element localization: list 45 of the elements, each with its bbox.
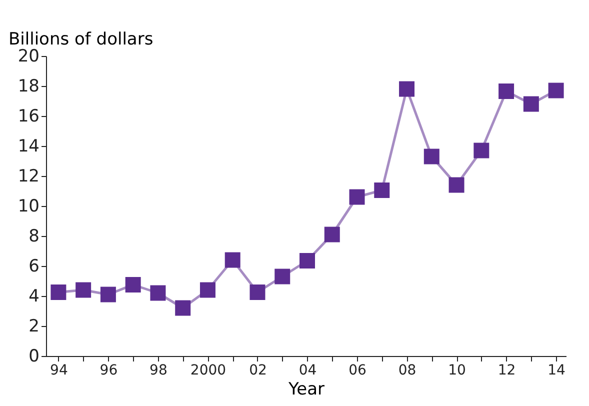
point xyxy=(125,277,141,292)
x-tick-label: 98 xyxy=(150,362,168,378)
point xyxy=(474,142,490,158)
y-tick-label: 6 xyxy=(28,256,40,276)
point xyxy=(50,284,66,300)
y-tick-label: 12 xyxy=(18,166,40,186)
point xyxy=(100,286,116,302)
y-tick-label: 18 xyxy=(18,76,40,96)
y-tick-label: 4 xyxy=(28,286,40,306)
point xyxy=(349,189,365,205)
x-tick-label: 04 xyxy=(298,362,317,378)
x-tick-label: 12 xyxy=(498,362,516,378)
point xyxy=(150,285,166,301)
point xyxy=(498,84,514,99)
point xyxy=(300,253,315,268)
x-tick-label: 10 xyxy=(448,362,466,378)
x-axis-title: Year xyxy=(288,380,325,400)
point xyxy=(374,182,390,198)
x-tick-label: 08 xyxy=(398,362,416,378)
x-tick-label: 2000 xyxy=(190,362,226,378)
point xyxy=(448,177,464,193)
x-tick-label: 06 xyxy=(348,362,366,378)
y-tick-label: 2 xyxy=(28,316,40,336)
y-tick-label: 8 xyxy=(28,226,40,246)
y-tick-label: 14 xyxy=(18,136,40,156)
point xyxy=(324,226,340,242)
point xyxy=(548,82,564,98)
point xyxy=(399,81,415,97)
y-tick-label: 10 xyxy=(18,196,40,216)
point xyxy=(76,282,92,298)
y-axis-title: Billions of dollars xyxy=(8,30,154,50)
point xyxy=(424,148,440,164)
x-tick-label: 94 xyxy=(50,362,68,378)
x-tick-label: 02 xyxy=(249,362,267,378)
x-tick-label: 96 xyxy=(100,362,118,378)
x-tick-label: 14 xyxy=(548,362,566,378)
y-tick-label: 0 xyxy=(28,346,40,366)
point xyxy=(200,282,216,298)
y-tick-label: 20 xyxy=(18,46,40,66)
point xyxy=(274,268,290,284)
point xyxy=(175,300,191,316)
y-tick-label: 16 xyxy=(18,106,40,126)
point xyxy=(224,252,240,268)
point xyxy=(250,284,266,300)
point xyxy=(523,96,539,112)
